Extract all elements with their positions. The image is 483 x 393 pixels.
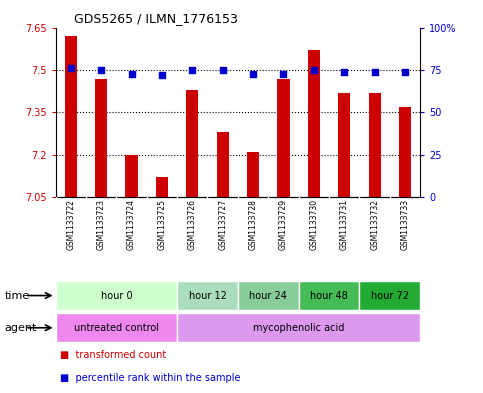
Point bbox=[158, 72, 166, 78]
Text: GSM1133729: GSM1133729 bbox=[279, 199, 288, 250]
Text: GSM1133728: GSM1133728 bbox=[249, 199, 257, 250]
Text: hour 12: hour 12 bbox=[188, 290, 227, 301]
Bar bbox=[177, 313, 420, 342]
Text: GDS5265 / ILMN_1776153: GDS5265 / ILMN_1776153 bbox=[74, 12, 238, 25]
Bar bbox=[399, 107, 411, 197]
Text: GSM1133730: GSM1133730 bbox=[309, 199, 318, 250]
Point bbox=[97, 67, 105, 73]
Bar bbox=[359, 281, 420, 310]
Point bbox=[249, 70, 257, 77]
Text: GSM1133733: GSM1133733 bbox=[400, 199, 410, 250]
Text: ■  transformed count: ■ transformed count bbox=[60, 350, 167, 360]
Bar bbox=[56, 313, 177, 342]
Text: mycophenolic acid: mycophenolic acid bbox=[253, 323, 344, 333]
Point bbox=[67, 65, 74, 72]
Bar bbox=[216, 132, 229, 197]
Text: untreated control: untreated control bbox=[74, 323, 159, 333]
Bar bbox=[308, 50, 320, 197]
Text: GSM1133727: GSM1133727 bbox=[218, 199, 227, 250]
Bar bbox=[126, 155, 138, 197]
Text: GSM1133725: GSM1133725 bbox=[157, 199, 167, 250]
Point bbox=[128, 70, 135, 77]
Text: agent: agent bbox=[5, 323, 37, 333]
Point bbox=[188, 67, 196, 73]
Bar bbox=[369, 93, 381, 197]
Bar bbox=[238, 281, 298, 310]
Bar bbox=[338, 93, 350, 197]
Point bbox=[219, 67, 227, 73]
Text: time: time bbox=[5, 290, 30, 301]
Text: GSM1133732: GSM1133732 bbox=[370, 199, 379, 250]
Text: GSM1133722: GSM1133722 bbox=[66, 199, 75, 250]
Text: hour 72: hour 72 bbox=[371, 290, 409, 301]
Text: hour 0: hour 0 bbox=[100, 290, 132, 301]
Bar bbox=[298, 281, 359, 310]
Bar bbox=[277, 79, 289, 197]
Bar bbox=[65, 37, 77, 197]
Point bbox=[280, 70, 287, 77]
Point bbox=[401, 69, 409, 75]
Text: hour 24: hour 24 bbox=[249, 290, 287, 301]
Bar bbox=[247, 152, 259, 197]
Text: GSM1133724: GSM1133724 bbox=[127, 199, 136, 250]
Bar bbox=[186, 90, 199, 197]
Point bbox=[310, 67, 318, 73]
Bar bbox=[95, 79, 107, 197]
Text: GSM1133731: GSM1133731 bbox=[340, 199, 349, 250]
Bar bbox=[177, 281, 238, 310]
Bar bbox=[56, 281, 177, 310]
Text: hour 48: hour 48 bbox=[310, 290, 348, 301]
Bar bbox=[156, 177, 168, 197]
Text: GSM1133726: GSM1133726 bbox=[188, 199, 197, 250]
Point bbox=[341, 69, 348, 75]
Text: ■  percentile rank within the sample: ■ percentile rank within the sample bbox=[60, 373, 241, 383]
Text: GSM1133723: GSM1133723 bbox=[97, 199, 106, 250]
Point bbox=[371, 69, 379, 75]
